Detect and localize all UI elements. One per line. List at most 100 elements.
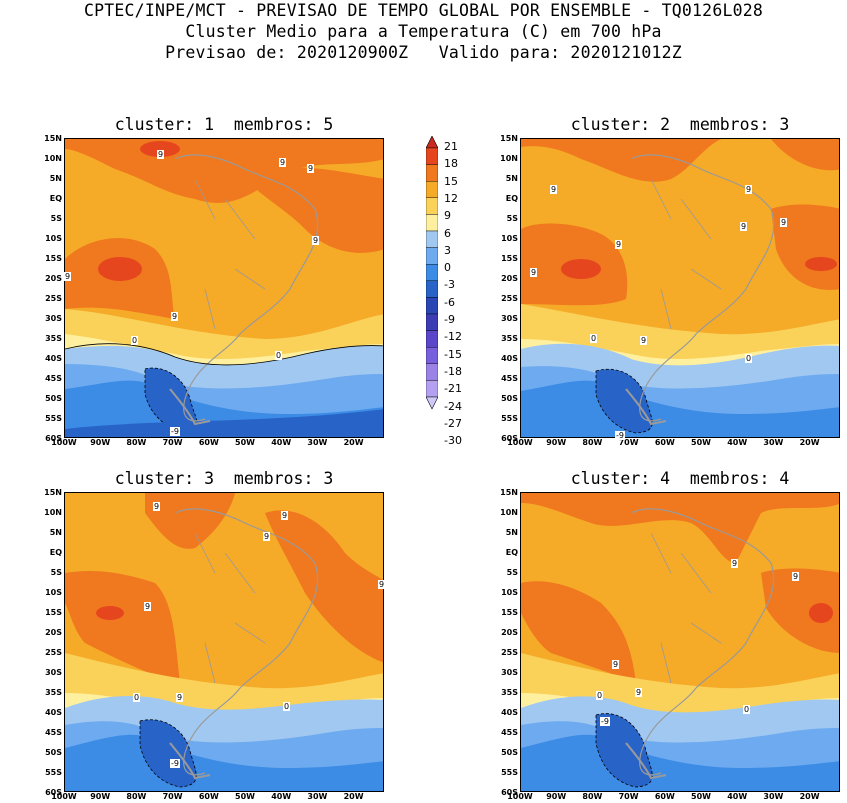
lat-tick-label: 10N [500,154,518,163]
lat-tick-label: 40S [501,354,518,363]
lat-tick-label: 10S [501,234,518,243]
contour-label: 9 [612,660,620,669]
lon-tick-label: 70W [162,438,183,447]
temperature-map-3 [65,493,383,791]
lon-tick-label: 40W [727,438,748,447]
colorbar-segment [425,346,439,364]
lat-tick-label: 5S [506,568,518,577]
colorbar-label: 0 [444,261,451,275]
contour-label: 9 [780,218,788,227]
lat-tick-label: 60S [45,434,62,443]
contour-label: 0 [745,354,753,363]
colorbar-segment [425,280,439,298]
lat-tick-label: 30S [45,314,62,323]
lat-tick-label: 40S [45,708,62,717]
temperature-map-4 [521,493,839,791]
contour-label: 9 [176,693,184,702]
lon-tick-label: 60W [198,438,219,447]
lat-tick-label: 45S [45,374,62,383]
colorbar-label: 6 [444,226,451,240]
lon-tick-label: 80W [582,792,603,801]
map-panel-cluster-4 [520,492,840,792]
lon-tick-label: 90W [546,792,567,801]
contour-label: 9 [740,222,748,231]
contour-label: 9 [312,236,320,245]
lat-tick-label: 5S [506,214,518,223]
lon-tick-label: 90W [90,792,111,801]
lon-tick-label: 40W [727,792,748,801]
colorbar-label: -27 [444,416,462,430]
contour-label: 9 [144,602,152,611]
colorbar-label: -18 [444,364,462,378]
lon-tick-label: 20W [343,438,364,447]
colorbar-segment [425,197,439,215]
lat-tick-label: 30S [45,668,62,677]
colorbar-label: -9 [444,313,455,326]
contour-label: 0 [133,693,141,702]
lat-tick-label: 25S [45,294,62,303]
lon-tick-label: 100W [51,792,77,801]
colorbar-segment [425,297,439,315]
contour-label: 0 [131,336,139,345]
lat-tick-label: 25S [45,648,62,657]
map-panel-cluster-3 [64,492,384,792]
lat-tick-label: 15N [500,134,518,143]
lon-tick-label: 90W [90,438,111,447]
lat-tick-label: 10N [44,154,62,163]
colorbar [425,135,439,442]
colorbar-label: -21 [444,382,462,396]
lat-tick-label: EQ [49,548,62,557]
lon-tick-label: 20W [343,792,364,801]
map-panel-cluster-1 [64,138,384,438]
contour-label: -9 [600,717,610,726]
colorbar-segment [425,263,439,281]
lat-tick-label: 50S [501,394,518,403]
lon-tick-label: 80W [126,792,147,801]
contour-label: 9 [153,502,161,511]
lon-tick-label: 60W [654,792,675,801]
contour-label: 9 [731,559,739,568]
panel-2-title: cluster: 2 membros: 3 [570,115,790,134]
lat-tick-label: 45S [45,728,62,737]
lat-tick-label: 5S [50,568,62,577]
lat-tick-label: 55S [501,768,518,777]
lat-tick-label: 5N [49,528,62,537]
lat-tick-label: 30S [501,314,518,323]
lon-tick-label: 60W [198,792,219,801]
lat-tick-label: 50S [45,394,62,403]
contour-label: 9 [279,158,287,167]
lat-tick-label: 40S [501,708,518,717]
lon-tick-label: 30W [307,438,328,447]
panel-4-title: cluster: 4 membros: 4 [570,469,790,488]
lat-tick-label: 35S [45,688,62,697]
lon-tick-label: 70W [618,792,639,801]
lon-tick-label: 50W [691,438,711,447]
lat-tick-label: 45S [501,374,518,383]
lat-tick-label: EQ [505,548,518,557]
contour-label: 9 [635,688,643,697]
lat-tick-label: 55S [501,414,518,423]
lat-tick-label: 10S [45,588,62,597]
lat-tick-label: 5N [505,528,518,537]
colorbar-segment [425,214,439,232]
colorbar-segment [425,380,439,398]
lon-tick-label: 50W [235,438,255,447]
lon-tick-label: 30W [307,792,328,801]
lat-tick-label: 20S [45,628,62,637]
contour-label: 9 [64,272,72,281]
temperature-map-1 [65,139,383,437]
colorbar-label: 21 [444,140,458,153]
header-line-1: CPTEC/INPE/MCT - PREVISAO DE TEMPO GLOBA… [84,1,763,20]
lat-tick-label: 60S [501,788,518,797]
colorbar-top-arrow [425,135,439,149]
contour-label: 9 [171,312,179,321]
contour-label: 9 [745,185,753,194]
lat-tick-label: 5N [49,174,62,183]
lat-tick-label: 60S [501,434,518,443]
lon-tick-label: 50W [235,792,255,801]
colorbar-segment [425,330,439,348]
header-line-2: Cluster Medio para a Temperatura (C) em … [185,22,662,41]
contour-label: 9 [530,268,538,277]
lat-tick-label: 30S [501,668,518,677]
lon-tick-label: 80W [582,438,603,447]
